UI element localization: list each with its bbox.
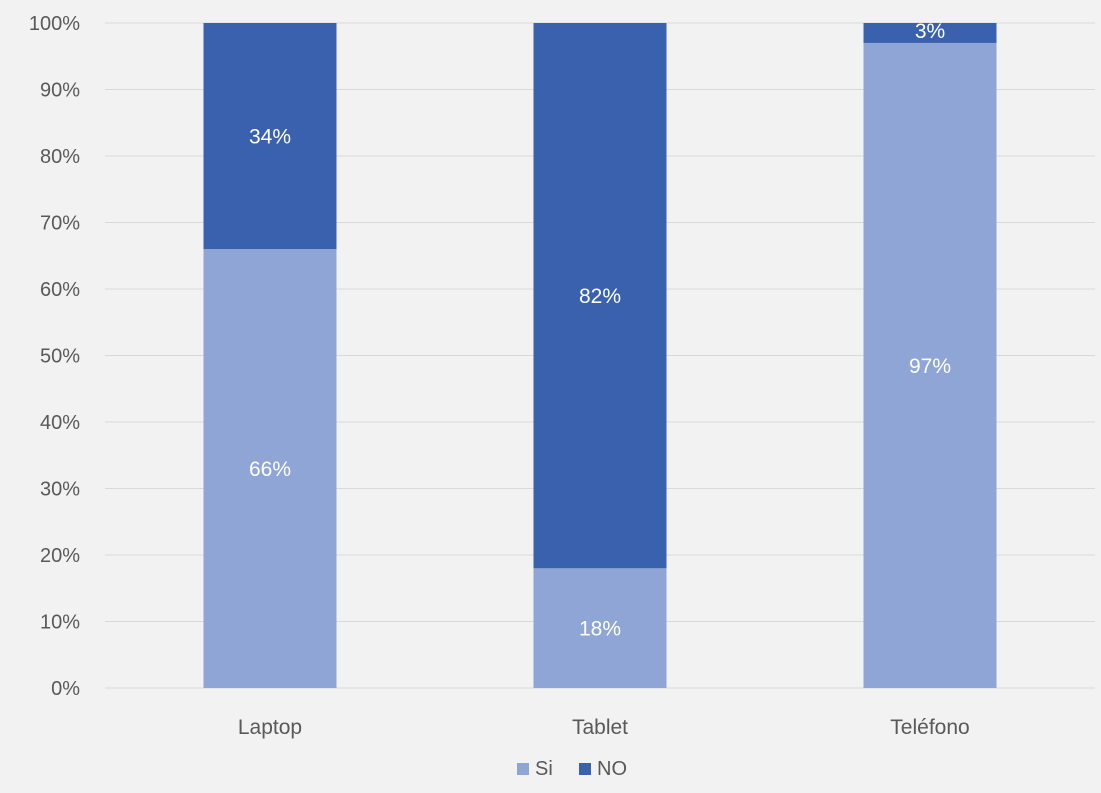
data-label: 66%: [249, 458, 291, 481]
y-tick-label: 60%: [40, 279, 80, 301]
bar-si-teléfono: [863, 42, 997, 688]
data-labels: 66% 34% 18% 82% 97% 3%: [249, 20, 951, 640]
legend-label-si: Si: [535, 758, 553, 780]
x-axis: Laptop Tablet Teléfono: [238, 716, 970, 739]
bar-no-teléfono: [863, 23, 997, 43]
y-tick-label: 0%: [51, 678, 80, 700]
bar-no-laptop: [203, 23, 337, 250]
data-label: 3%: [915, 20, 945, 43]
y-axis: 0% 10% 20% 30% 40% 50% 60% 70% 80% 90% 100%: [29, 13, 80, 700]
bar-si-tablet: [533, 568, 667, 688]
legend: Si NO: [517, 758, 627, 780]
y-tick-label: 100%: [29, 13, 80, 35]
y-tick-label: 50%: [40, 346, 80, 368]
data-label: 34%: [249, 125, 291, 148]
y-tick-label: 70%: [40, 213, 80, 235]
y-tick-label: 30%: [40, 479, 80, 501]
x-tick-label: Teléfono: [890, 716, 969, 739]
bar-no-tablet: [533, 23, 667, 569]
x-tick-label: Laptop: [238, 716, 302, 739]
y-tick-label: 10%: [40, 612, 80, 634]
data-label: 97%: [909, 355, 951, 378]
bar-si-laptop: [203, 249, 337, 688]
y-tick-label: 90%: [40, 80, 80, 102]
data-label: 18%: [579, 618, 621, 641]
data-label: 82%: [579, 285, 621, 308]
x-tick-label: Tablet: [572, 716, 628, 739]
legend-label-no: NO: [597, 758, 627, 780]
y-tick-label: 80%: [40, 146, 80, 168]
legend-swatch-no: [579, 763, 591, 775]
legend-swatch-si: [517, 763, 529, 775]
bars: [203, 23, 997, 688]
y-tick-label: 20%: [40, 545, 80, 567]
y-tick-label: 40%: [40, 412, 80, 434]
